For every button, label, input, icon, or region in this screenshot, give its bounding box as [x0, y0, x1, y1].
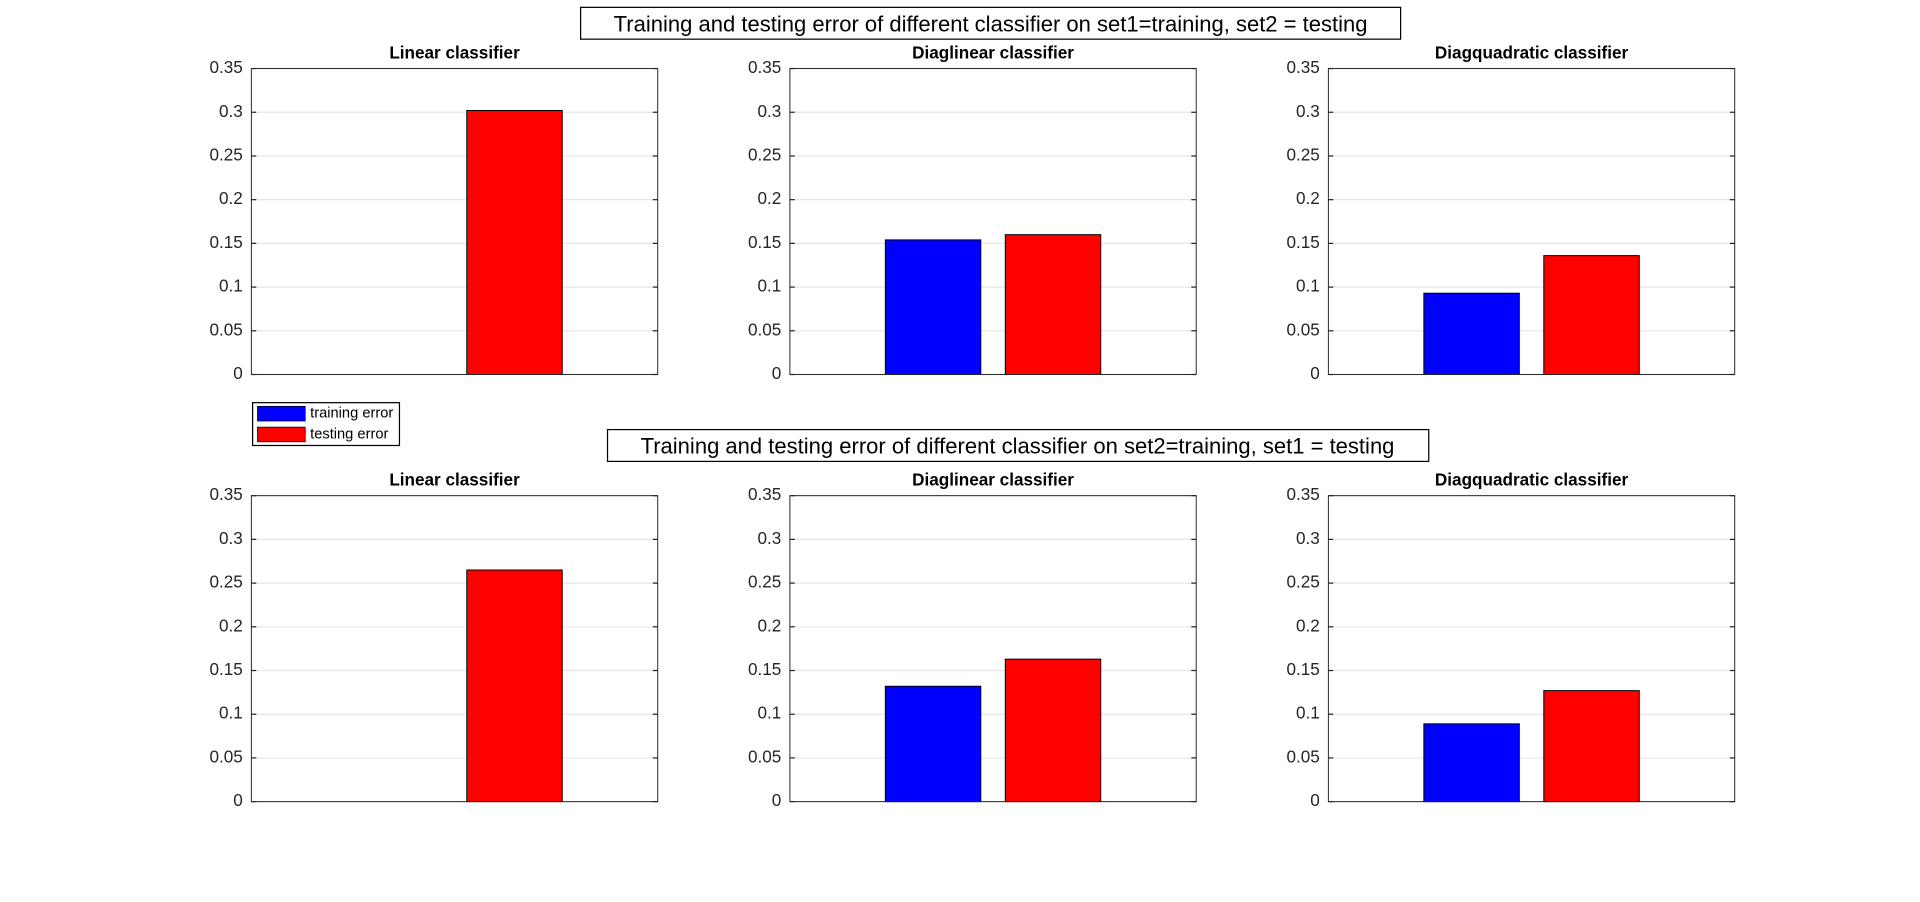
y-tick-label: 0.2: [1296, 188, 1320, 208]
bar: [1423, 723, 1520, 803]
y-tick-label: 0.05: [748, 746, 781, 766]
y-tick-label: 0.35: [748, 484, 781, 504]
y-tick-label: 0.25: [209, 572, 242, 592]
chart-title: Diagquadratic classifier: [1435, 470, 1629, 490]
plot-area: [789, 68, 1197, 375]
y-tick-label: 0.3: [219, 528, 243, 548]
y-tick-label: 0.3: [758, 101, 782, 121]
y-tick-label: 0.2: [758, 615, 782, 635]
plot-area: [1328, 68, 1735, 375]
y-tick-label: 0.15: [1286, 232, 1319, 252]
y-tick-label: 0.35: [209, 484, 242, 504]
plot-area: [1328, 495, 1735, 802]
axes-box: [789, 68, 1197, 375]
y-tick-label: 0.25: [1286, 144, 1319, 164]
y-tick-label: 0.15: [748, 232, 781, 252]
bar: [1543, 690, 1640, 803]
y-tick-label: 0.25: [748, 144, 781, 164]
chart-title: Diaglinear classifier: [912, 42, 1074, 62]
y-tick-label: 0.35: [209, 57, 242, 77]
y-tick-label: 0.15: [748, 659, 781, 679]
y-tick-label: 0.25: [1286, 572, 1319, 592]
legend-label: testing error: [310, 426, 388, 442]
y-tick-label: 0.35: [1286, 484, 1319, 504]
y-tick-label: 0: [233, 363, 243, 383]
chart-title: Linear classifier: [389, 42, 520, 62]
chart-title: Linear classifier: [389, 470, 520, 490]
title-box: [579, 6, 1402, 40]
plot-area: [789, 495, 1197, 802]
y-tick-label: 0.35: [748, 57, 781, 77]
axes-box: [1327, 68, 1736, 375]
chart-title: Diagquadratic classifier: [1435, 42, 1629, 62]
axes-box: [250, 495, 659, 803]
y-tick-label: 0.2: [219, 188, 243, 208]
bar: [1543, 255, 1640, 375]
y-tick-label: 0: [772, 363, 782, 383]
y-tick-label: 0.05: [1286, 746, 1319, 766]
axes-box: [1327, 495, 1736, 803]
y-tick-label: 0.1: [219, 703, 243, 723]
y-tick-label: 0.15: [209, 659, 242, 679]
y-tick-label: 0.3: [219, 101, 243, 121]
y-tick-label: 0.2: [758, 188, 782, 208]
bar: [466, 569, 563, 803]
bar: [884, 239, 982, 375]
y-tick-label: 0.05: [748, 319, 781, 339]
bar: [1004, 658, 1102, 803]
y-tick-label: 0.1: [758, 276, 782, 296]
y-tick-label: 0.25: [209, 144, 242, 164]
plot-area: [251, 68, 658, 375]
bar: [1004, 234, 1102, 375]
y-tick-label: 0: [772, 790, 782, 810]
chart-title: Diaglinear classifier: [912, 470, 1074, 490]
y-tick-label: 0.1: [1296, 703, 1320, 723]
y-tick-label: 0.15: [1286, 659, 1319, 679]
y-tick-label: 0.3: [1296, 101, 1320, 121]
y-tick-label: 0.2: [219, 615, 243, 635]
y-tick-label: 0: [1310, 790, 1320, 810]
y-tick-label: 0.35: [1286, 57, 1319, 77]
y-tick-label: 0.3: [758, 528, 782, 548]
bar: [884, 685, 982, 803]
y-tick-label: 0: [1310, 363, 1320, 383]
legend-label: training error: [310, 406, 393, 422]
y-tick-label: 0.25: [748, 572, 781, 592]
y-tick-label: 0.1: [758, 703, 782, 723]
plot-area: [251, 495, 658, 802]
figure-title: Training and testing error of different …: [641, 434, 1395, 459]
bar: [1423, 292, 1520, 375]
y-tick-label: 0.05: [1286, 319, 1319, 339]
y-tick-label: 0.1: [219, 276, 243, 296]
legend-swatch: [257, 426, 306, 443]
y-tick-label: 0.1: [1296, 276, 1320, 296]
legend-swatch: [257, 405, 306, 422]
y-tick-label: 0.15: [209, 232, 242, 252]
figure-title: Training and testing error of different …: [614, 12, 1368, 37]
y-tick-label: 0: [233, 790, 243, 810]
y-tick-label: 0.2: [1296, 615, 1320, 635]
bar: [466, 110, 563, 375]
y-tick-label: 0.05: [209, 319, 242, 339]
axes-box: [789, 495, 1197, 803]
title-box: [606, 428, 1430, 463]
y-tick-label: 0.05: [209, 746, 242, 766]
axes-box: [250, 68, 659, 375]
y-tick-label: 0.3: [1296, 528, 1320, 548]
